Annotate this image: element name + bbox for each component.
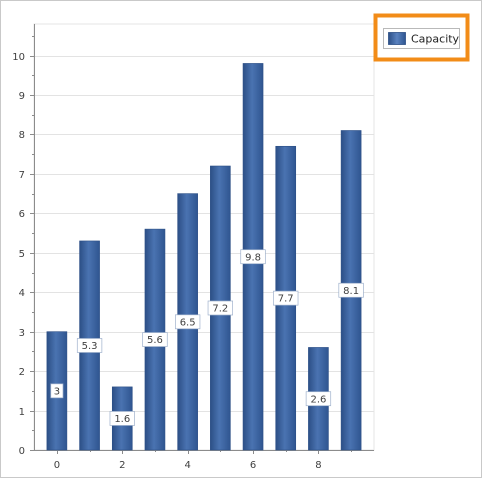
data-label: 7.7 bbox=[278, 294, 294, 305]
data-label: 5.3 bbox=[82, 341, 98, 352]
y-tick-label: 6 bbox=[19, 209, 25, 220]
x-tick-label: 2 bbox=[119, 460, 125, 471]
y-tick-label: 8 bbox=[19, 130, 25, 141]
x-tick-label: 4 bbox=[184, 460, 190, 471]
axes: 0 1 2 3 4 5 6 7 8 9 10 0 2 4 6 8 bbox=[12, 24, 374, 471]
y-tick-label: 1 bbox=[19, 407, 25, 418]
x-tick-label: 6 bbox=[250, 460, 256, 471]
data-label-box bbox=[273, 290, 299, 306]
data-label: 8.1 bbox=[343, 286, 359, 297]
legend-highlight-frame bbox=[373, 13, 470, 62]
x-tick-label: 8 bbox=[315, 460, 321, 471]
data-label-box bbox=[76, 338, 103, 353]
data-label-box bbox=[142, 332, 168, 347]
data-labels: 3 5.3 1.6 5.6 6.5 7.2 9.8 7.7 2.6 8.1 bbox=[50, 249, 364, 426]
data-label: 2.6 bbox=[310, 394, 326, 405]
x-tick-label: 0 bbox=[54, 460, 60, 471]
data-label: 1.6 bbox=[114, 414, 130, 425]
y-tick-label: 7 bbox=[19, 170, 25, 181]
legend: Capacity bbox=[373, 13, 470, 62]
data-label: 9.8 bbox=[245, 252, 261, 263]
y-tick-label: 3 bbox=[19, 328, 25, 339]
data-label-box bbox=[109, 411, 135, 426]
data-label: 5.6 bbox=[147, 335, 163, 346]
legend-swatch bbox=[388, 32, 406, 45]
y-tick-label: 4 bbox=[19, 288, 25, 299]
data-label: 3 bbox=[54, 386, 60, 397]
data-label-box bbox=[338, 282, 364, 298]
data-label-box bbox=[305, 391, 332, 407]
data-label-box bbox=[240, 249, 266, 265]
y-tick-label: 9 bbox=[19, 91, 25, 102]
y-tick-label: 0 bbox=[19, 446, 25, 457]
y-tick-label: 2 bbox=[19, 367, 25, 378]
data-label: 6.5 bbox=[180, 317, 196, 328]
y-tick-label: 5 bbox=[19, 249, 25, 260]
data-label-box bbox=[207, 300, 233, 316]
data-label-box bbox=[175, 314, 201, 330]
legend-label: Capacity bbox=[411, 33, 460, 46]
data-label: 7.2 bbox=[212, 304, 228, 315]
y-tick-label: 10 bbox=[12, 52, 25, 63]
data-label-box bbox=[50, 383, 64, 399]
